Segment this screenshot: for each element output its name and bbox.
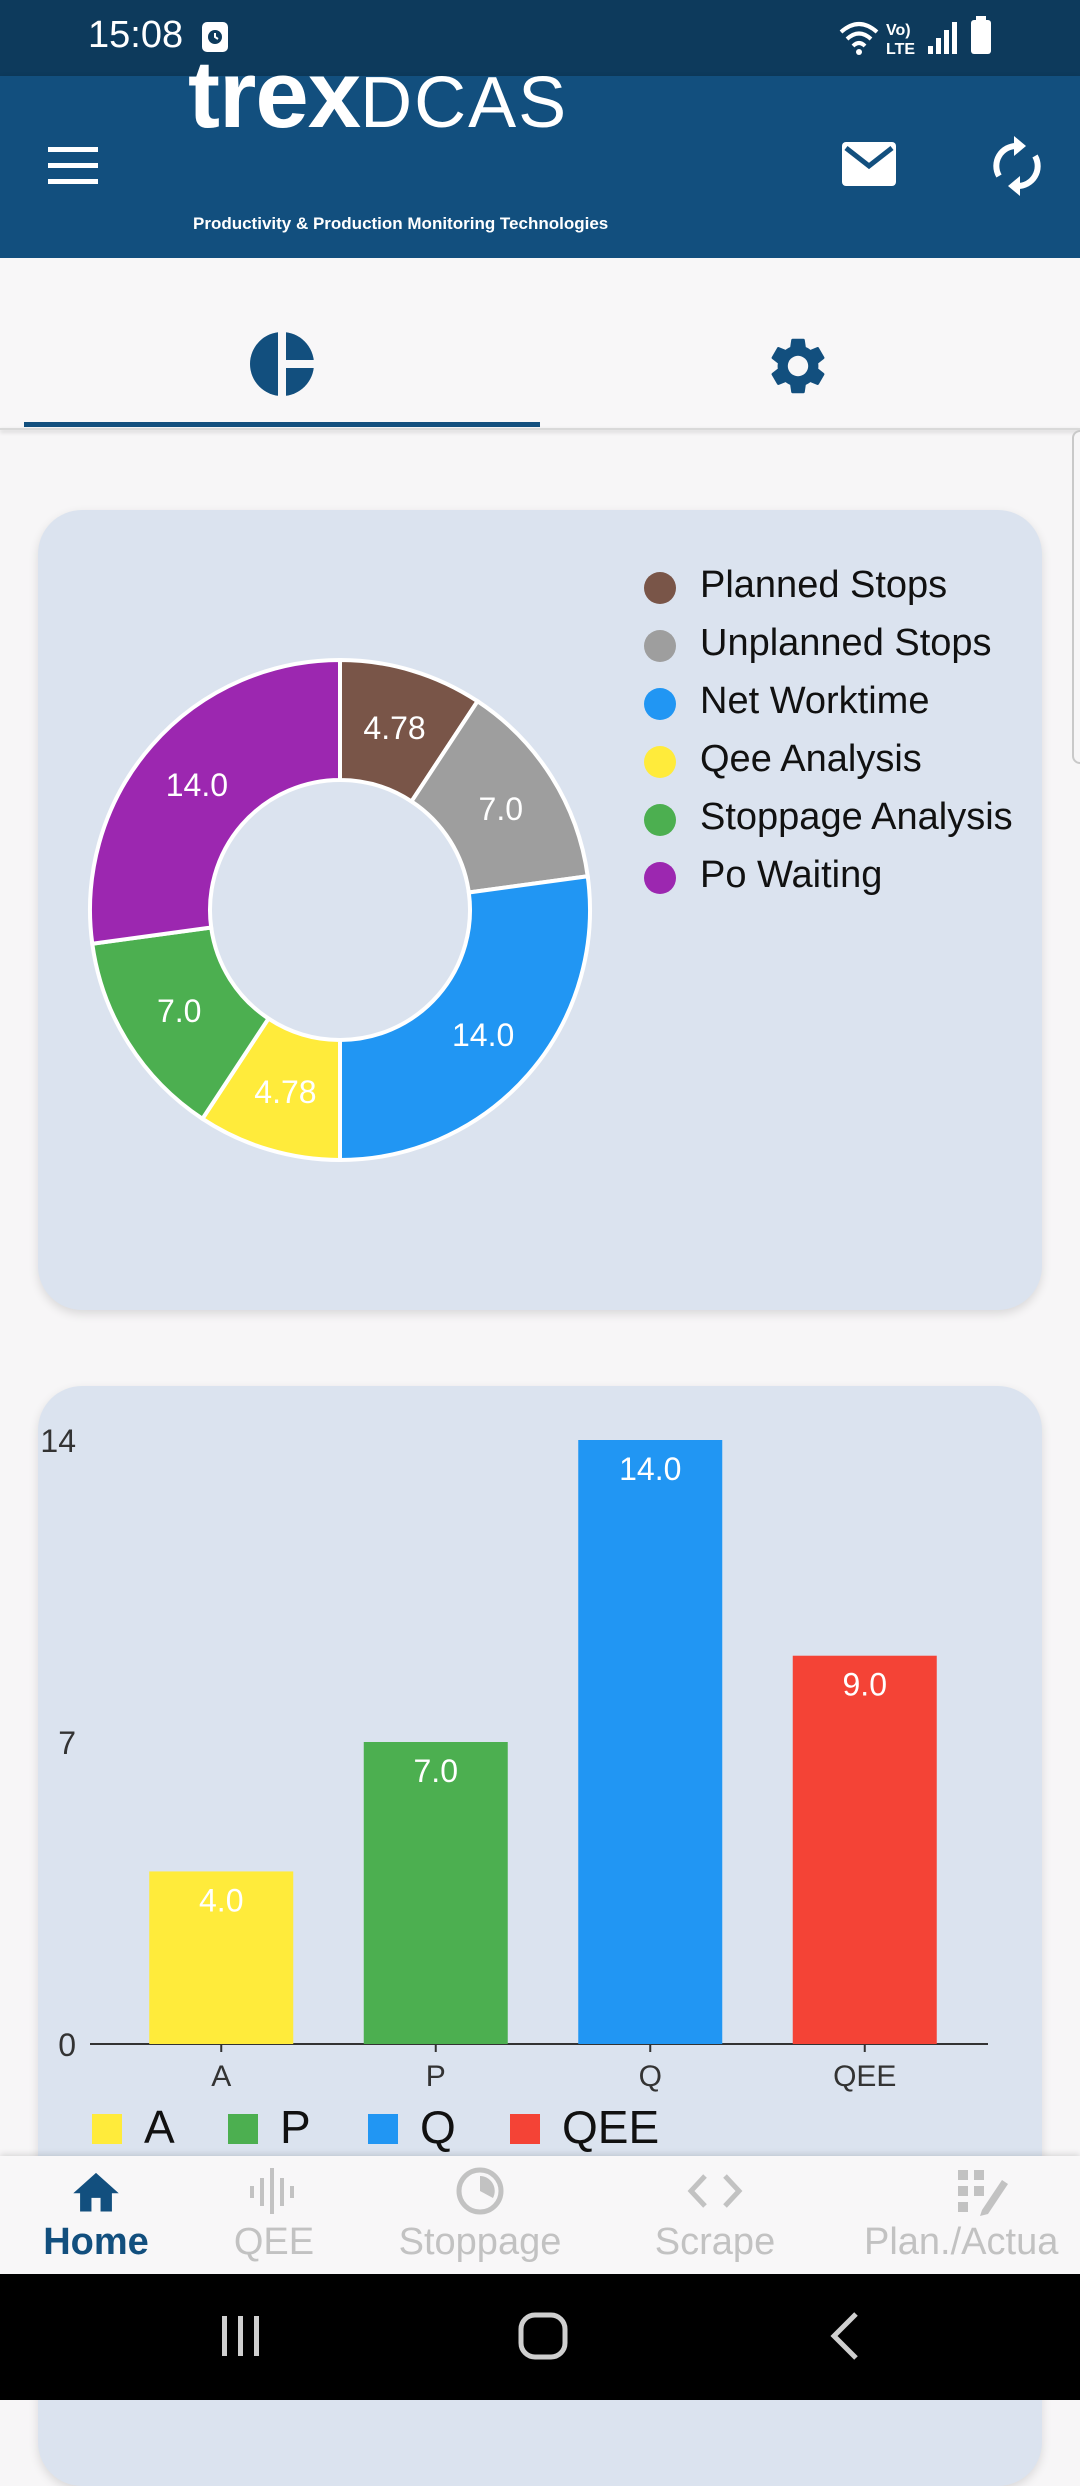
volte-icon: Vo) LTE <box>886 22 915 58</box>
bar-legend-swatch <box>368 2114 398 2144</box>
tab-dashboard[interactable] <box>248 330 316 398</box>
nav-qee[interactable]: QEE <box>214 2166 334 2264</box>
bottom-navigation <box>0 2156 1080 2274</box>
tab-settings[interactable] <box>764 332 832 400</box>
nav-stoppage-label: Stoppage <box>398 2221 562 2263</box>
active-tab-indicator <box>24 422 540 427</box>
sync-icon[interactable] <box>990 136 1044 196</box>
bar-value-label: 14.0 <box>619 1451 681 1487</box>
bar-chart: 0 7 14 4.0 A 7.0 P 14.0 Q 9.0 QEE <box>40 1423 988 2093</box>
x-tick-label: Q <box>639 2060 662 2093</box>
nav-home[interactable]: Home <box>36 2166 156 2264</box>
alarm-icon <box>202 22 228 52</box>
donut-slice-label: 7.0 <box>479 791 523 827</box>
legend-swatch <box>644 630 676 662</box>
legend-swatch <box>644 572 676 604</box>
recent-apps-icon[interactable] <box>216 2312 266 2360</box>
menu-icon[interactable] <box>46 145 100 187</box>
y-tick-label: 14 <box>40 1423 76 1459</box>
x-tick-label: QEE <box>833 2060 896 2093</box>
donut-slice[interactable] <box>90 925 272 1122</box>
back-icon[interactable] <box>824 2310 864 2362</box>
app-bar <box>0 76 1080 258</box>
brand-lower: trex <box>188 41 361 148</box>
bar-value-label: 4.0 <box>199 1882 243 1918</box>
nav-plan-actual-label: Plan./Actua <box>864 2221 1059 2263</box>
bar[interactable] <box>792 1655 937 2044</box>
wifi-icon <box>839 22 879 55</box>
legend-swatch <box>644 804 676 836</box>
brand-tagline: Productivity & Production Monitoring Tec… <box>193 214 609 233</box>
nav-plan-actual[interactable]: Plan./Actua <box>864 2166 1080 2264</box>
svg-text:Vo): Vo) <box>886 22 911 39</box>
bar-legend-swatch <box>228 2114 258 2144</box>
bar[interactable] <box>363 1742 508 2044</box>
brand-upper: DCAS <box>360 63 569 143</box>
tab-divider <box>0 428 1080 430</box>
bar-legend-label: A <box>144 2101 175 2153</box>
donut-chart: 4.78 7.0 14.0 4.78 7.0 14.0 <box>88 657 592 1163</box>
x-tick-label: P <box>426 2060 446 2093</box>
nav-home-label: Home <box>43 2221 149 2263</box>
y-tick-label: 7 <box>58 1725 76 1761</box>
donut-slice-label: 14.0 <box>166 767 228 803</box>
bar[interactable] <box>149 1871 294 2044</box>
donut-slice-label: 7.0 <box>157 993 201 1029</box>
donut-slice[interactable] <box>408 698 590 895</box>
bar-value-label: 9.0 <box>843 1667 887 1703</box>
waveform-icon <box>250 2168 294 2214</box>
bar-value-label: 7.0 <box>414 1753 458 1789</box>
home-button-icon[interactable] <box>516 2310 570 2362</box>
donut-slice[interactable] <box>88 657 342 946</box>
bar-legend-label: Q <box>420 2101 456 2153</box>
nav-scrape[interactable]: Scrape <box>640 2166 790 2264</box>
status-bar <box>0 0 1080 76</box>
code-icon <box>687 2174 743 2208</box>
donut-slice-label: 14.0 <box>452 1017 514 1053</box>
legend-label: Planned Stops <box>700 564 948 606</box>
legend-label: Qee Analysis <box>700 738 922 780</box>
status-time: 15:08 <box>88 14 184 56</box>
bar-legend-swatch <box>510 2114 540 2144</box>
signal-icon <box>928 22 957 54</box>
legend-label: Po Waiting <box>700 854 883 896</box>
brand-logo: trexDCAS <box>188 40 568 150</box>
bar-legend-label: P <box>280 2101 311 2153</box>
system-navigation-bar <box>0 2274 1080 2400</box>
legend-label: Unplanned Stops <box>700 622 992 664</box>
battery-icon <box>971 16 991 54</box>
tab-bar <box>0 258 1080 430</box>
bar-legend-swatch <box>92 2114 122 2144</box>
legend-swatch <box>644 746 676 778</box>
nav-stoppage[interactable]: Stoppage <box>390 2166 570 2264</box>
scrollbar[interactable] <box>1072 430 1080 764</box>
svg-text:LTE: LTE <box>886 41 915 58</box>
mail-icon[interactable] <box>840 140 898 188</box>
donut-legend: Planned Stops Unplanned Stops Net Worktime… <box>644 564 1064 924</box>
bar-legend-label: QEE <box>562 2101 660 2153</box>
clock-icon <box>456 2167 504 2215</box>
grid-edit-icon <box>958 2170 1008 2216</box>
legend-swatch <box>644 862 676 894</box>
legend-swatch <box>644 688 676 720</box>
nav-qee-label: QEE <box>233 2221 315 2263</box>
nav-scrape-label: Scrape <box>654 2221 776 2263</box>
y-tick-label: 0 <box>58 2027 76 2063</box>
legend-label: Stoppage Analysis <box>700 796 1013 838</box>
home-icon <box>73 2172 119 2212</box>
donut-slice-label: 4.78 <box>363 710 425 746</box>
x-tick-label: A <box>211 2060 231 2093</box>
legend-label: Net Worktime <box>700 680 930 722</box>
bar[interactable] <box>578 1440 723 2044</box>
donut-slice[interactable] <box>338 874 592 1163</box>
donut-slice-label: 4.78 <box>254 1074 316 1110</box>
